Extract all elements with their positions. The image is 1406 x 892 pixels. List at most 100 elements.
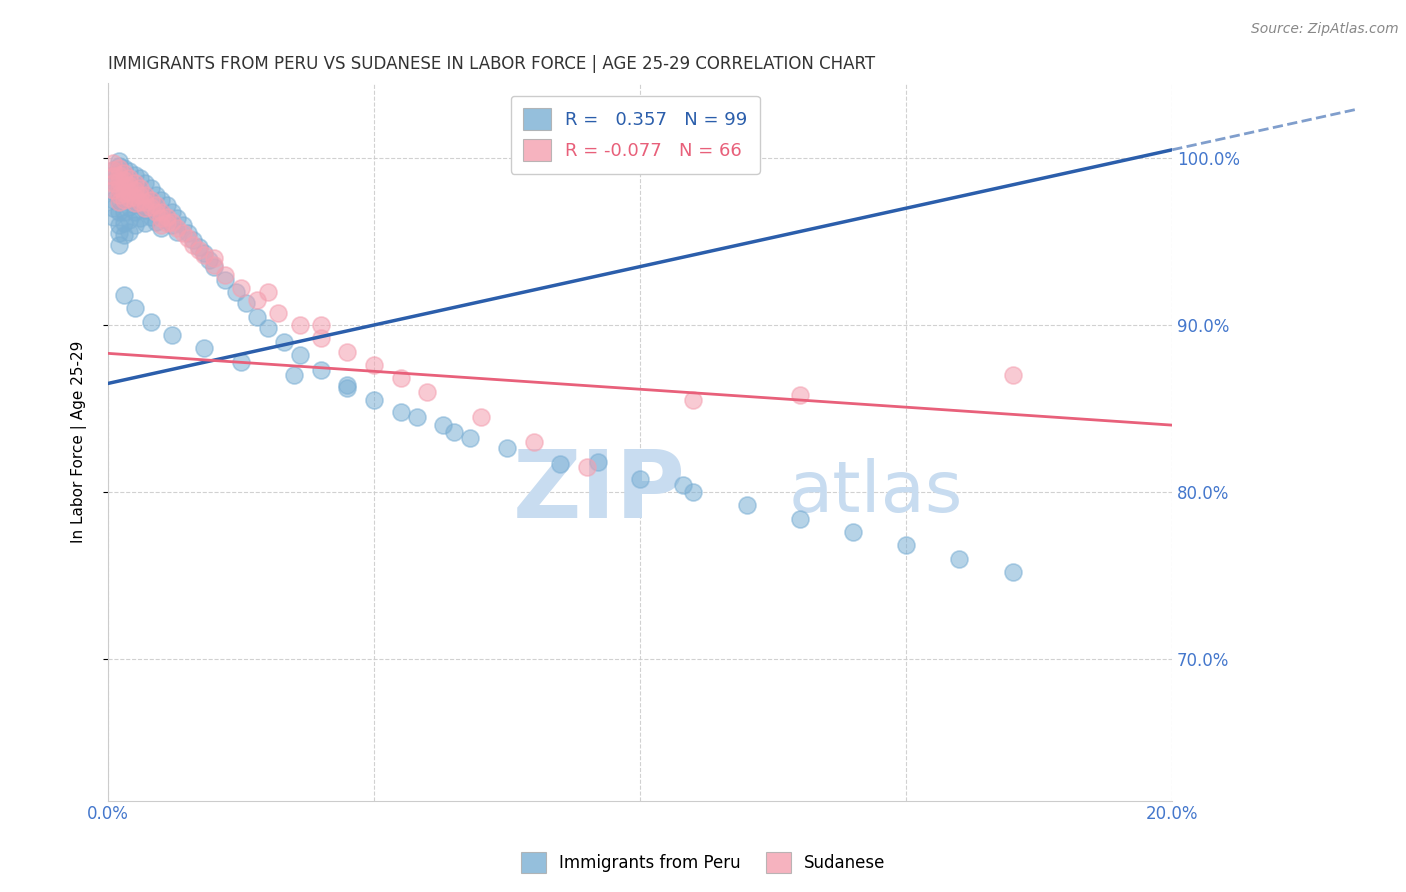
Point — [550, 457, 572, 471]
Point — [103, 174, 125, 188]
Point — [288, 318, 311, 332]
Point — [145, 198, 167, 212]
Point — [309, 318, 332, 332]
Point — [229, 281, 252, 295]
Point — [134, 194, 156, 209]
Point — [103, 176, 125, 190]
Point — [405, 409, 427, 424]
Point — [150, 193, 173, 207]
Point — [118, 185, 141, 199]
Point — [336, 344, 359, 359]
Point — [118, 187, 141, 202]
Point — [134, 189, 156, 203]
Point — [145, 214, 167, 228]
Point — [256, 285, 278, 299]
Point — [225, 285, 247, 299]
Point — [124, 189, 146, 203]
Point — [112, 179, 135, 194]
Point — [166, 225, 188, 239]
Point — [575, 459, 598, 474]
Point — [118, 191, 141, 205]
Point — [204, 258, 226, 272]
Point — [198, 252, 221, 267]
Point — [134, 187, 156, 202]
Point — [214, 268, 236, 282]
Point — [150, 206, 173, 220]
Text: IMMIGRANTS FROM PERU VS SUDANESE IN LABOR FORCE | AGE 25-29 CORRELATION CHART: IMMIGRANTS FROM PERU VS SUDANESE IN LABO… — [108, 55, 875, 73]
Point — [112, 227, 135, 242]
Point — [246, 293, 269, 307]
Point — [160, 328, 183, 343]
Point — [134, 202, 156, 217]
Point — [246, 310, 269, 324]
Legend: Immigrants from Peru, Sudanese: Immigrants from Peru, Sudanese — [515, 846, 891, 880]
Point — [107, 168, 129, 182]
Point — [103, 169, 125, 184]
Point — [187, 239, 209, 253]
Point — [124, 218, 146, 232]
Text: Source: ZipAtlas.com: Source: ZipAtlas.com — [1251, 22, 1399, 37]
Point — [134, 201, 156, 215]
Point — [103, 162, 125, 177]
Point — [103, 162, 125, 177]
Point — [273, 334, 295, 349]
Point — [107, 204, 129, 219]
Point — [283, 368, 305, 382]
Point — [336, 381, 359, 395]
Point — [187, 243, 209, 257]
Y-axis label: In Labor Force | Age 25-29: In Labor Force | Age 25-29 — [72, 341, 87, 543]
Point — [155, 216, 177, 230]
Point — [107, 160, 129, 174]
Point — [112, 166, 135, 180]
Point — [103, 185, 125, 199]
Text: atlas: atlas — [789, 458, 963, 526]
Point — [118, 176, 141, 190]
Point — [107, 218, 129, 232]
Point — [139, 193, 162, 207]
Point — [682, 393, 704, 408]
Point — [1001, 565, 1024, 579]
Point — [134, 216, 156, 230]
Point — [112, 171, 135, 186]
Point — [235, 296, 257, 310]
Point — [129, 187, 152, 202]
Point — [112, 186, 135, 201]
Point — [150, 221, 173, 235]
Point — [139, 315, 162, 329]
Point — [107, 238, 129, 252]
Point — [181, 233, 204, 247]
Point — [789, 511, 811, 525]
Point — [139, 194, 162, 209]
Point — [160, 218, 183, 232]
Point — [129, 211, 152, 226]
Point — [129, 171, 152, 186]
Point — [682, 484, 704, 499]
Point — [112, 288, 135, 302]
Point — [145, 201, 167, 215]
Point — [204, 260, 226, 274]
Point — [124, 196, 146, 211]
Point — [523, 434, 546, 449]
Point — [112, 204, 135, 219]
Point — [112, 193, 135, 207]
Point — [458, 432, 481, 446]
Point — [124, 301, 146, 316]
Legend: R =   0.357   N = 99, R = -0.077   N = 66: R = 0.357 N = 99, R = -0.077 N = 66 — [510, 95, 759, 174]
Text: ZIP: ZIP — [512, 446, 685, 538]
Point — [107, 193, 129, 207]
Point — [129, 185, 152, 199]
Point — [103, 201, 125, 215]
Point — [150, 211, 173, 226]
Point — [193, 342, 215, 356]
Point — [107, 174, 129, 188]
Point — [172, 218, 194, 232]
Point — [112, 193, 135, 207]
Point — [112, 161, 135, 175]
Point — [103, 193, 125, 207]
Point — [145, 187, 167, 202]
Point — [129, 194, 152, 209]
Point — [124, 204, 146, 219]
Point — [107, 187, 129, 202]
Point — [155, 212, 177, 227]
Point — [139, 200, 162, 214]
